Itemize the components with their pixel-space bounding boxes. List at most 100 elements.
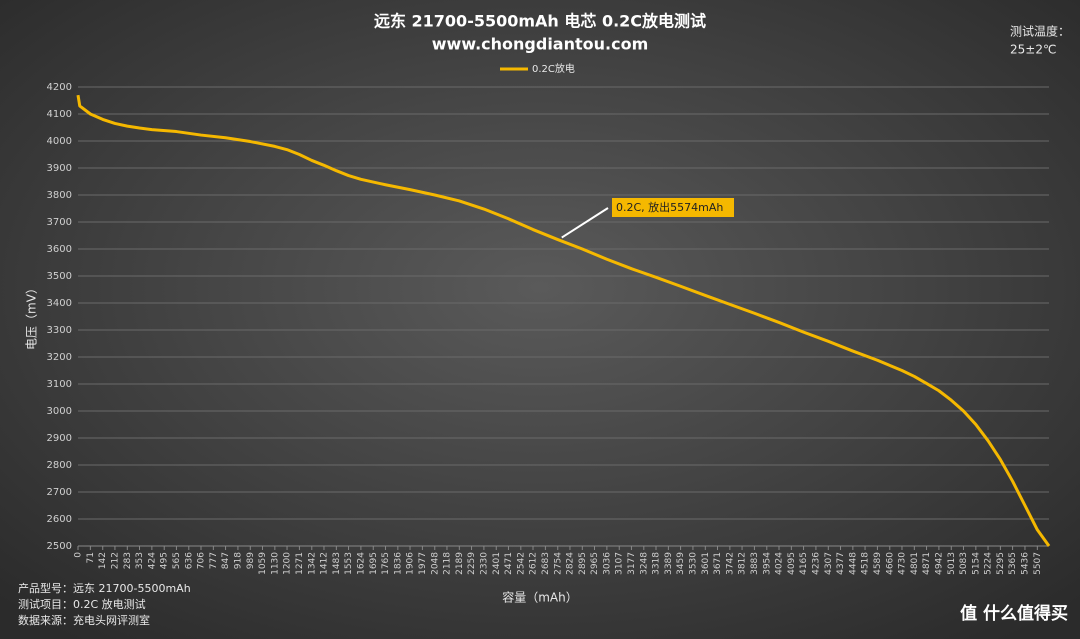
x-tick-label: 2754 (553, 552, 563, 575)
x-tick-label: 4236 (811, 552, 821, 575)
x-tick-label: 5436 (1020, 552, 1030, 575)
x-tick-label: 4589 (873, 552, 883, 575)
x-tick-label: 1906 (406, 552, 416, 575)
x-tick-label: 5507 (1033, 552, 1043, 575)
x-tick-label: 4871 (922, 552, 932, 575)
x-tick-label: 3883 (750, 552, 760, 575)
corner-note: 25±2℃ (1010, 43, 1056, 57)
y-tick-label: 2500 (47, 541, 72, 552)
y-tick-label: 3900 (47, 163, 72, 174)
y-tick-label: 4000 (47, 136, 72, 147)
x-tick-label: 283 (123, 552, 133, 569)
x-tick-label: 1059 (258, 552, 268, 575)
x-tick-label: 2471 (504, 552, 514, 575)
x-tick-label: 4448 (848, 552, 858, 575)
x-tick-label: 2048 (430, 552, 440, 575)
x-tick-label: 4095 (787, 552, 797, 575)
corner-note: 测试温度： (1010, 24, 1070, 39)
x-axis-label: 容量（mAh） (502, 590, 578, 605)
x-tick-label: 918 (233, 552, 243, 569)
x-tick-label: 3248 (639, 552, 649, 575)
x-tick-label: 4660 (885, 552, 895, 575)
y-tick-label: 3500 (47, 271, 72, 282)
y-tick-label: 2600 (47, 514, 72, 525)
data-line (76, 94, 1051, 547)
x-tick-label: 1836 (393, 552, 403, 575)
x-tick-label: 1624 (356, 552, 366, 575)
x-tick-label: 2259 (467, 552, 477, 575)
x-tick-label: 565 (172, 552, 182, 569)
y-tick-label: 3800 (47, 190, 72, 201)
chart-title: 远东 21700-5500mAh 电芯 0.2C放电测试 (374, 12, 706, 31)
x-tick-label: 1412 (319, 552, 329, 575)
x-tick-label: 4165 (799, 552, 809, 575)
y-axis-label: 电压（mV） (25, 282, 39, 350)
x-tick-label: 3601 (701, 552, 711, 575)
y-tick-label: 3100 (47, 379, 72, 390)
x-tick-label: 3177 (627, 552, 637, 575)
x-tick-label: 3530 (688, 552, 698, 575)
x-tick-label: 3036 (602, 552, 612, 575)
y-tick-label: 3200 (47, 352, 72, 363)
x-tick-label: 1553 (344, 552, 354, 575)
x-tick-label: 2542 (516, 552, 526, 575)
x-tick-label: 847 (221, 552, 231, 569)
annotation-leader (561, 207, 609, 239)
x-tick-label: 5083 (959, 552, 969, 575)
x-tick-label: 71 (86, 552, 96, 563)
y-tick-label: 4200 (47, 82, 72, 93)
x-tick-label: 5013 (947, 552, 957, 575)
x-tick-label: 2401 (492, 552, 502, 575)
chart-subtitle: www.chongdiantou.com (432, 35, 649, 54)
y-tick-label: 2700 (47, 487, 72, 498)
x-tick-label: 424 (147, 552, 157, 569)
x-tick-label: 495 (160, 552, 170, 569)
annotation-box (612, 198, 734, 217)
x-tick-label: 2824 (565, 552, 575, 575)
x-tick-label: 1483 (332, 552, 342, 575)
x-tick-label: 353 (135, 552, 145, 569)
x-tick-label: 1695 (369, 552, 379, 575)
x-tick-label: 4377 (836, 552, 846, 575)
x-tick-label: 3954 (762, 552, 772, 575)
x-tick-label: 0 (74, 552, 84, 558)
x-tick-label: 2683 (541, 552, 551, 575)
y-tick-label: 3000 (47, 406, 72, 417)
x-tick-label: 5295 (996, 552, 1006, 575)
x-tick-label: 142 (98, 552, 108, 569)
y-tick-label: 3600 (47, 244, 72, 255)
x-tick-label: 4730 (897, 552, 907, 575)
x-tick-label: 3812 (738, 552, 748, 575)
x-tick-label: 5224 (984, 552, 994, 575)
x-tick-label: 4801 (910, 552, 920, 575)
x-tick-label: 1977 (418, 552, 428, 575)
x-tick-label: 5154 (971, 552, 981, 575)
x-tick-label: 1130 (270, 552, 280, 575)
x-tick-label: 4024 (774, 552, 784, 575)
x-tick-label: 989 (246, 552, 256, 569)
x-tick-label: 1765 (381, 552, 391, 575)
x-tick-label: 706 (196, 552, 206, 569)
x-tick-label: 3107 (615, 552, 625, 575)
x-tick-label: 2330 (479, 552, 489, 575)
footer-line: 数据来源：充电头网评测室 (18, 613, 150, 627)
x-tick-label: 2965 (590, 552, 600, 575)
x-tick-label: 212 (110, 552, 120, 569)
x-tick-label: 1200 (283, 552, 293, 575)
x-tick-label: 2189 (455, 552, 465, 575)
footer-line: 产品型号：远东 21700-5500mAh (18, 581, 191, 595)
x-tick-label: 3742 (725, 552, 735, 575)
y-tick-label: 3300 (47, 325, 72, 336)
x-tick-label: 3318 (652, 552, 662, 575)
x-tick-label: 3389 (664, 552, 674, 575)
watermark: 值 什么值得买 (960, 603, 1068, 624)
x-tick-label: 1342 (307, 552, 317, 575)
annotation: 0.2C, 放出5574mAh (616, 200, 723, 214)
y-tick-label: 4100 (47, 109, 72, 120)
x-tick-label: 3459 (676, 552, 686, 575)
x-tick-label: 5365 (1008, 552, 1018, 575)
y-tick-label: 3400 (47, 298, 72, 309)
y-tick-label: 2800 (47, 460, 72, 471)
